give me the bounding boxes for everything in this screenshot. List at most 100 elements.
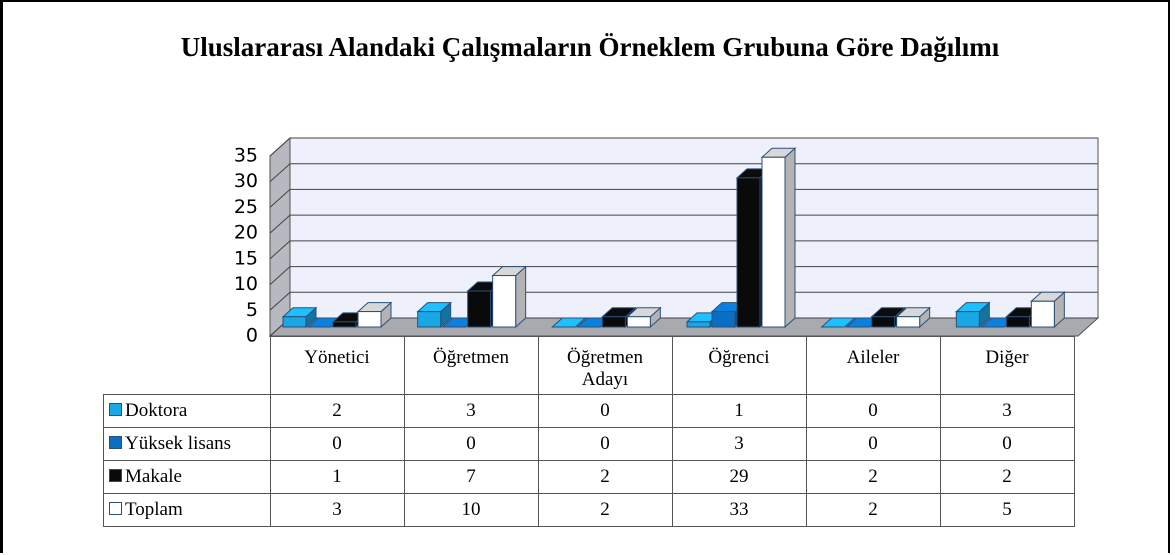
bar-front [467, 290, 492, 328]
bar-front [357, 311, 382, 328]
legend-key [109, 469, 122, 482]
value-label: 33 [671, 493, 807, 527]
bar [626, 306, 662, 329]
grid-line [269, 291, 1098, 311]
x-tick-label: Öğrenci [671, 336, 807, 395]
y-tick-label: 35 [234, 145, 258, 167]
value-label: 3 [403, 394, 539, 428]
y-tick-label: 30 [234, 170, 258, 192]
y-tick-label: 10 [234, 273, 258, 295]
x-tick-label: Öğretmen Adayı [537, 336, 673, 395]
value-label: 0 [269, 427, 405, 461]
bar-front [417, 311, 442, 328]
grid-line [269, 214, 1098, 234]
value-label: 0 [403, 427, 539, 461]
bar [820, 317, 856, 328]
data-table: Yönetici Öğretmen Öğretmen Adayı Öğrenci Ail… [103, 336, 1075, 527]
value-label: 0 [805, 427, 941, 461]
bar-front [711, 311, 736, 328]
bar-top [820, 317, 856, 328]
grid-line [269, 266, 1098, 285]
legend-label: Toplam [125, 499, 183, 520]
bar-front [686, 321, 711, 328]
value-label: 7 [403, 460, 539, 494]
bar-side [784, 147, 796, 329]
value-label: 0 [537, 394, 673, 428]
value-label: 3 [671, 427, 807, 461]
legend-label: Makale [125, 466, 182, 487]
bar [551, 317, 587, 328]
legend-cell: Toplam [103, 493, 271, 527]
legend-key [109, 502, 122, 515]
bar-front [1030, 300, 1055, 328]
bar-front [332, 321, 357, 328]
bar-front [626, 316, 651, 328]
bar-front [955, 311, 980, 328]
legend-cell: Doktora [103, 394, 271, 428]
value-label: 3 [939, 394, 1075, 428]
bar-front [1005, 316, 1030, 328]
bar [416, 301, 452, 329]
value-label: 5 [939, 493, 1075, 527]
value-label: 10 [403, 493, 539, 527]
bar-front [492, 275, 517, 328]
bar-front [736, 177, 761, 328]
table-row: Toplam 3 10 2 33 2 5 [103, 493, 1075, 527]
chart-title: Uluslararası Alandaki Çalışmaların Örnek… [180, 32, 1000, 62]
bar-front [282, 316, 307, 328]
bar [356, 301, 393, 329]
value-label: 1 [269, 460, 405, 494]
bar-front [601, 316, 626, 328]
bar-front [896, 316, 921, 328]
bar [1030, 291, 1066, 329]
bar-front [871, 316, 896, 328]
legend-cell: Yüksek lisans [103, 427, 271, 461]
value-label: 2 [537, 493, 673, 527]
value-label: 0 [537, 427, 673, 461]
table-row: Makale 1 7 2 29 2 2 [103, 460, 1075, 494]
bar-top [551, 317, 587, 328]
grid-line [269, 188, 1098, 208]
value-label: 2 [939, 460, 1075, 494]
legend-label: Doktora [125, 400, 188, 421]
legend-label: Yüksek lisans [125, 433, 232, 454]
value-label: 3 [269, 493, 405, 527]
value-label: 2 [537, 460, 673, 494]
bar [895, 306, 931, 329]
value-label: 29 [671, 460, 807, 494]
header-row: Yönetici Öğretmen Öğretmen Adayı Öğrenci Ail… [103, 336, 1075, 395]
value-label: 2 [805, 460, 941, 494]
value-label: 2 [269, 394, 405, 428]
bar [281, 306, 318, 329]
x-tick-label: Yönetici [269, 336, 405, 395]
y-tick-label: 20 [234, 222, 258, 244]
x-tick-label: Aileler [805, 336, 941, 395]
x-tick-label: Diğer [939, 336, 1075, 395]
y-tick-label: 5 [246, 299, 258, 321]
value-label: 0 [939, 427, 1075, 461]
grid-line [269, 240, 1098, 260]
side-wall [269, 136, 291, 338]
bar-side [515, 265, 527, 329]
table-row: Yüksek lisans 0 0 0 3 0 0 [103, 427, 1075, 461]
grid-line [269, 137, 1098, 157]
value-label: 1 [671, 394, 807, 428]
corner-cell [103, 336, 271, 395]
bar [491, 265, 527, 329]
legend-key [109, 403, 122, 416]
y-tick-label: 15 [234, 247, 258, 269]
bar [760, 147, 797, 329]
x-tick-label: Öğretmen [403, 336, 539, 395]
y-tick-label: 25 [234, 196, 258, 218]
legend-cell: Makale [103, 460, 271, 494]
back-wall [289, 137, 1099, 319]
value-label: 2 [805, 493, 941, 527]
value-label: 0 [805, 394, 941, 428]
bar-front [761, 156, 786, 328]
table-row: Doktora 2 3 0 1 0 3 [103, 394, 1075, 428]
bar [955, 301, 991, 329]
grid-line [269, 163, 1098, 183]
legend-key [109, 436, 122, 449]
